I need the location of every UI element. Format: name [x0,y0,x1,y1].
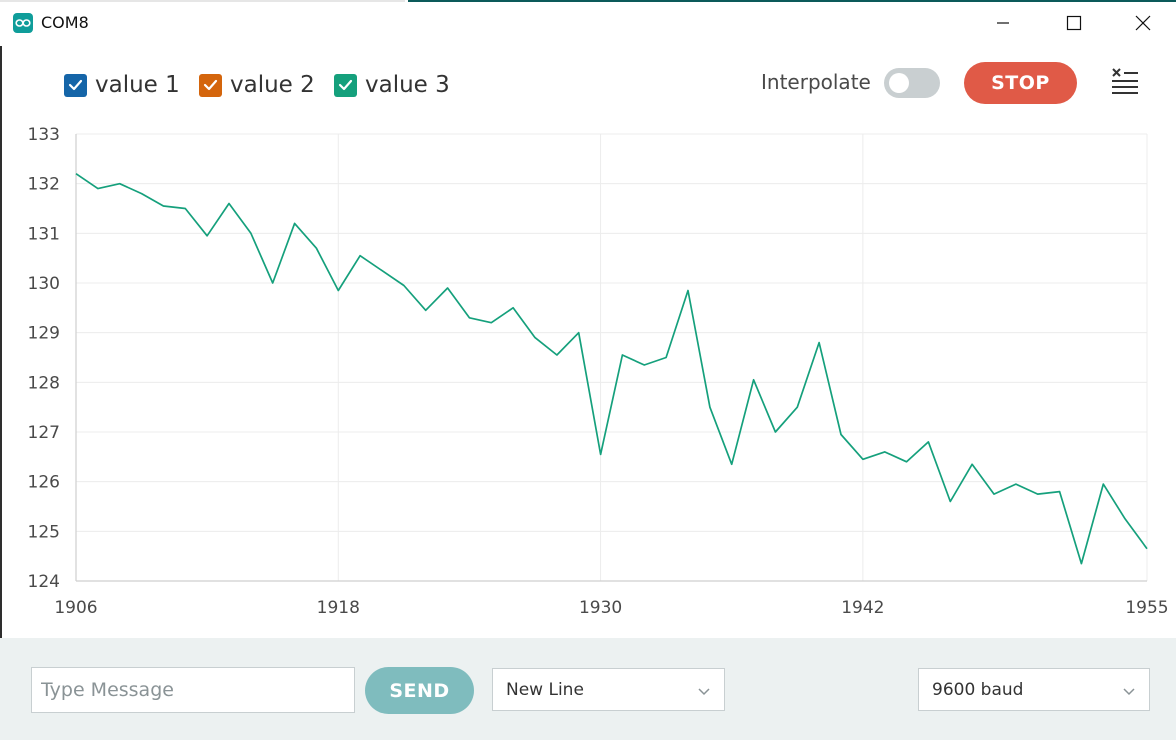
y-tick-label: 131 [28,224,60,244]
title-bar-edge-accent [408,0,1176,2]
line-chart: 124 125 126 127 128 129 130 131 132 133 1906 1918 19… [28,125,1169,618]
chart-grid [75,133,1148,582]
checkbox-value-1[interactable] [64,73,87,97]
checkbox-value-2[interactable] [199,73,222,97]
x-tick-label: 1930 [579,598,622,618]
message-input[interactable] [31,667,355,713]
y-tick-label: 132 [28,175,60,195]
y-tick-label: 128 [28,373,60,393]
baud-rate-value: 9600 baud [932,679,1024,700]
minimize-button[interactable] [968,0,1038,46]
stop-button[interactable]: STOP [964,62,1077,104]
legend-value-2[interactable]: value 2 [199,70,315,100]
check-icon [338,79,353,91]
y-tick-label: 127 [28,423,60,443]
clear-list-icon [1112,68,1138,94]
window-left-edge [0,46,2,638]
chart-axes [75,134,1147,582]
chevron-down-icon [698,688,710,696]
chart-series [75,172,1148,565]
send-button[interactable]: SEND [365,667,474,714]
y-tick-label: 133 [28,125,60,145]
window-title: COM8 [41,13,89,32]
arduino-infinity-icon [13,13,33,33]
legend-value-1[interactable]: value 1 [64,70,180,100]
x-tick-label: 1942 [841,598,884,618]
minimize-icon [997,22,1009,24]
x-tick-label: 1918 [317,598,360,618]
legend-value-3[interactable]: value 3 [334,70,450,100]
y-tick-label: 126 [28,473,60,493]
legend-label-value-2: value 2 [230,72,315,98]
clear-button[interactable] [1106,66,1144,100]
chart-tick-labels: 124 125 126 127 128 129 130 131 132 133 1906 1918 19… [28,125,1169,618]
close-icon [1135,15,1151,31]
x-tick-label: 1955 [1125,598,1168,618]
close-button[interactable] [1108,0,1176,46]
title-bar-edge [0,0,405,2]
check-icon [68,79,83,91]
maximize-icon [1066,15,1082,31]
x-tick-label: 1906 [54,598,97,618]
toggle-knob [889,73,909,93]
baud-rate-select[interactable]: 9600 baud [918,668,1150,711]
plot-area: 124 125 126 127 128 129 130 131 132 133 1906 1918 19… [0,124,1176,638]
maximize-button[interactable] [1039,0,1109,46]
interpolate-toggle[interactable] [884,68,940,98]
bottom-bar: SEND New Line 9600 baud [0,638,1176,740]
check-icon [203,79,218,91]
y-tick-label: 129 [28,324,60,344]
title-bar[interactable]: COM8 [0,0,1176,46]
chevron-down-icon [1123,688,1135,696]
legend-label-value-3: value 3 [365,72,450,98]
legend-label-value-1: value 1 [95,72,180,98]
line-ending-select[interactable]: New Line [492,668,725,711]
series-line-value-3 [75,172,1148,565]
y-tick-label: 130 [28,274,60,294]
checkbox-value-3[interactable] [334,73,357,97]
line-ending-value: New Line [506,679,584,700]
y-tick-label: 124 [28,572,60,592]
y-tick-label: 125 [28,522,60,542]
interpolate-label: Interpolate [761,70,871,94]
